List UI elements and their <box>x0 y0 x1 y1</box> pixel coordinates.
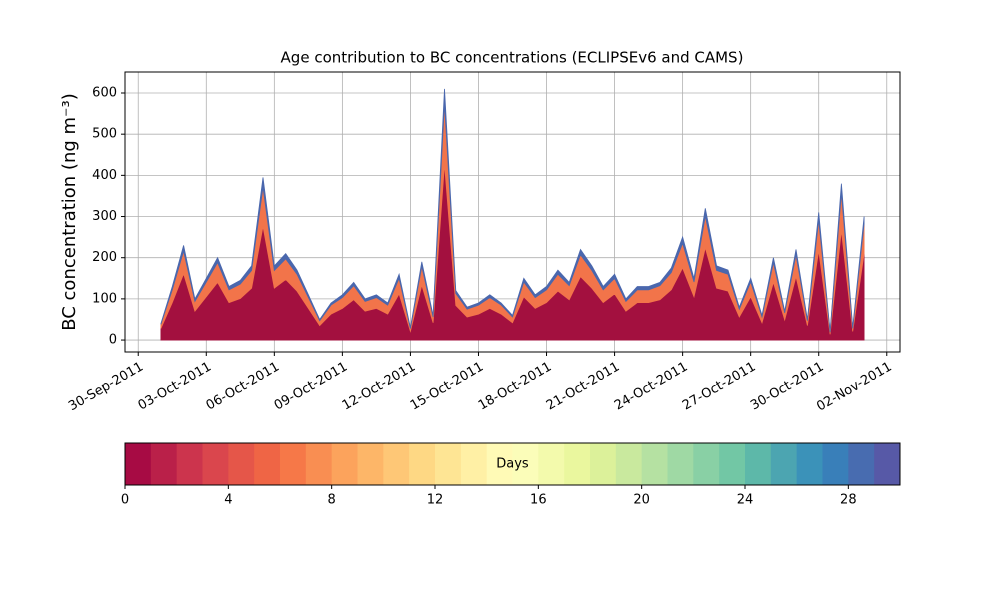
colorbar-bin <box>641 443 668 485</box>
chart-title: Age contribution to BC concentrations (E… <box>281 49 744 67</box>
colorbar-bin <box>874 443 901 485</box>
colorbar-bin <box>228 443 255 485</box>
x-tick-label: 18-Oct-2011 <box>476 360 554 414</box>
colorbar-bin <box>719 443 746 485</box>
colorbar-bin <box>615 443 643 485</box>
y-tick-label: 300 <box>92 209 117 224</box>
colorbar-bin <box>667 443 694 485</box>
x-tick-label: 06-Oct-2011 <box>204 360 282 414</box>
colorbar-bin <box>254 443 281 485</box>
x-tick-label: 21-Oct-2011 <box>544 360 622 414</box>
colorbar-bin <box>590 443 617 485</box>
colorbar-tick-label: 12 <box>427 493 444 508</box>
colorbar-bin <box>435 443 462 485</box>
y-tick-label: 100 <box>92 291 117 306</box>
colorbar-bin <box>822 443 849 485</box>
colorbar-tick-label: 0 <box>121 493 129 508</box>
x-tick-label: 09-Oct-2011 <box>272 360 350 414</box>
colorbar-tick-label: 8 <box>328 493 336 508</box>
area <box>160 88 865 333</box>
colorbar-bin <box>796 443 823 485</box>
x-tick-label: 12-Oct-2011 <box>340 360 418 414</box>
colorbar-bin <box>486 443 513 485</box>
colorbar-bin <box>331 443 358 485</box>
y-tick-label: 400 <box>92 168 117 183</box>
colorbar-bin <box>538 443 565 485</box>
x-tick-label: 15-Oct-2011 <box>408 360 486 414</box>
x-tick-label: 30-Oct-2011 <box>748 360 826 414</box>
colorbar-tick-label: 16 <box>530 493 547 508</box>
colorbar-bin <box>745 443 772 485</box>
colorbar-bin <box>512 443 539 485</box>
colorbar-label: Days <box>496 457 529 472</box>
colorbar-tick-label: 28 <box>840 493 857 508</box>
colorbar-bin <box>564 443 591 485</box>
y-axis-label: BC concentration (ng m⁻³) <box>59 93 80 331</box>
plot-frame <box>124 71 901 353</box>
colorbar-bin <box>305 443 333 485</box>
colorbar-bin <box>202 443 229 485</box>
x-tick-label: 03-Oct-2011 <box>136 360 214 414</box>
colorbar-bin <box>460 443 488 485</box>
colorbar-frame <box>124 442 901 486</box>
colorbar-bin <box>125 443 152 485</box>
colorbar-bin <box>280 443 307 485</box>
x-tick-label: 24-Oct-2011 <box>612 360 690 414</box>
x-tick-label: 02-Nov-2011 <box>814 360 894 415</box>
colorbar-tick-label: 24 <box>737 493 754 508</box>
colorbar-bin <box>150 443 178 485</box>
colorbar-bin <box>409 443 436 485</box>
colorbar-bin <box>383 443 410 485</box>
y-tick-label: 200 <box>92 250 117 265</box>
x-tick-label: 27-Oct-2011 <box>680 360 758 414</box>
colorbar-tick-label: 20 <box>633 493 650 508</box>
colorbar-bin <box>693 443 720 485</box>
y-tick-label: 0 <box>109 333 117 348</box>
y-tick-label: 500 <box>92 127 117 142</box>
colorbar-bin <box>176 443 203 485</box>
colorbar-tick-label: 4 <box>224 493 232 508</box>
x-tick-label: 30-Sep-2011 <box>66 360 146 415</box>
colorbar-bin <box>357 443 384 485</box>
colorbar-bin <box>770 443 798 485</box>
y-tick-label: 600 <box>92 86 117 101</box>
colorbar-bin <box>848 443 875 485</box>
